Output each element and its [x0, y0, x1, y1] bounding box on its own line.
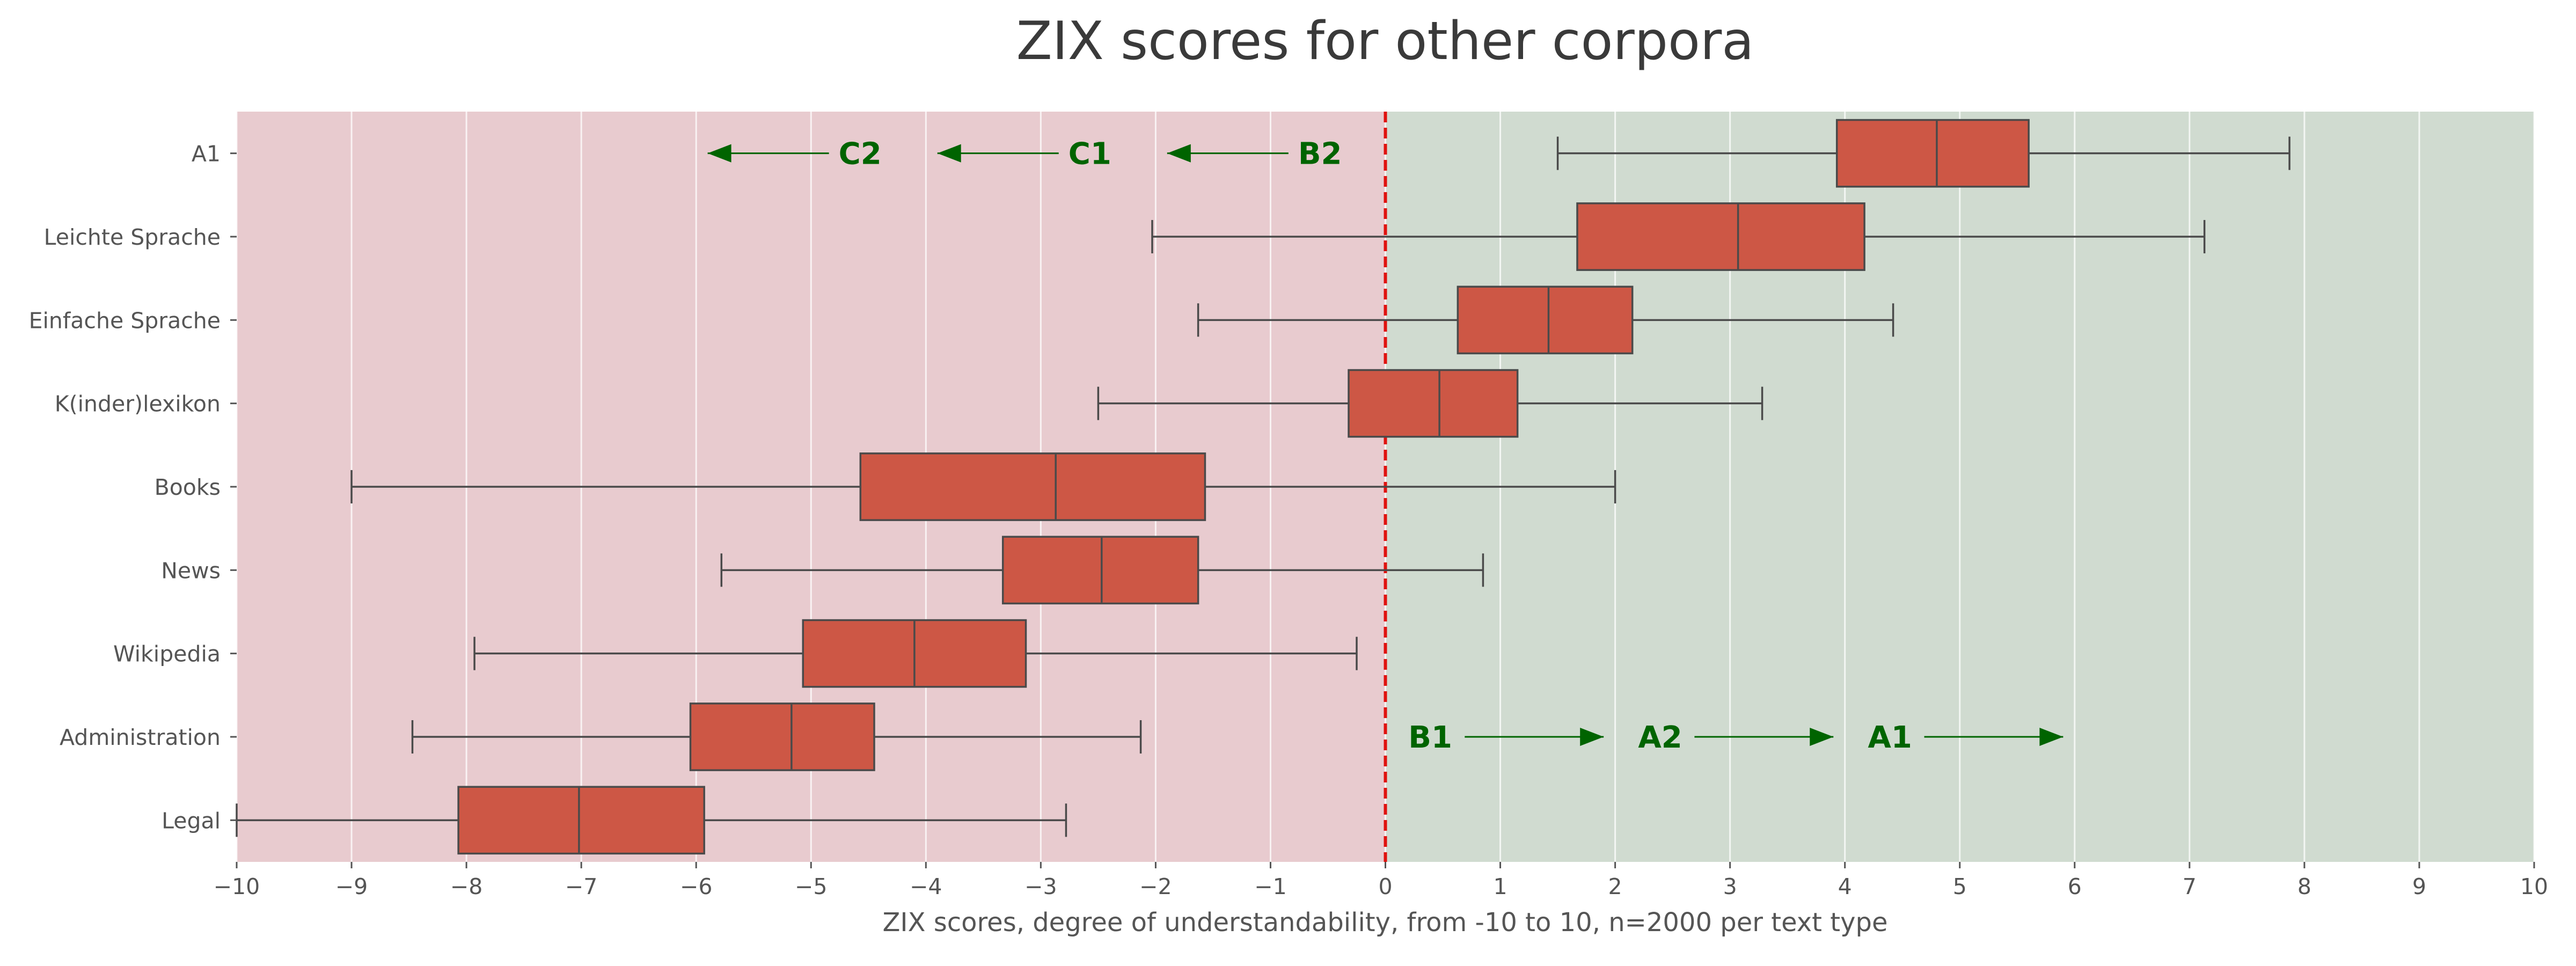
annotation-arrowhead: [1580, 728, 1604, 746]
iqr-box: [1457, 286, 1634, 355]
y-tick-label: K(inder)lexikon: [55, 391, 221, 417]
y-tick-label: A1: [192, 141, 221, 167]
x-axis-ticks: −10 −9 −8 −7 −6 −5 −4 −3 −2 −1 0 1 2 3 4 5 6 7 8 9 10: [214, 862, 2548, 899]
iqr-box: [859, 452, 1206, 521]
iqr-box: [1001, 536, 1199, 605]
iqr-box: [1576, 202, 1865, 271]
iqr-box: [457, 786, 705, 855]
x-tick-label: 5: [1953, 874, 1967, 899]
annotation-b2: B2: [1167, 137, 1342, 172]
y-axis-ticks: A1 Leichte Sprache Einfache Sprache K(inder…: [29, 141, 237, 833]
x-tick-label: −6: [680, 874, 712, 899]
box-legal: [236, 786, 1067, 855]
x-tick-label: −3: [1024, 874, 1057, 899]
x-tick-label: −5: [795, 874, 827, 899]
box-einfache-sprache: [1197, 286, 1894, 355]
x-tick-label: 4: [1838, 874, 1852, 899]
x-tick-label: −1: [1254, 874, 1286, 899]
annotation-label: B2: [1298, 137, 1342, 172]
x-tick-label: 6: [2068, 874, 2082, 899]
x-tick-label: 1: [1494, 874, 1507, 899]
annotation-b1: B1: [1408, 720, 1604, 755]
annotation-label: B1: [1408, 720, 1452, 755]
y-tick-label: News: [161, 558, 221, 583]
x-tick-label: 8: [2297, 874, 2311, 899]
box-wikipedia: [473, 619, 1358, 688]
x-axis-label: ZIX scores, degree of understandability,…: [883, 908, 1888, 938]
box-a1: [1556, 119, 2290, 188]
y-tick-label: Wikipedia: [113, 641, 221, 667]
annotation-label: C2: [839, 137, 882, 172]
x-tick-label: 10: [2520, 874, 2548, 899]
annotation-arrowhead: [1810, 728, 1834, 746]
annotation-c1: C1: [937, 137, 1111, 172]
x-tick-label: 0: [1378, 874, 1392, 899]
boxes: [236, 119, 2290, 855]
box-administration: [411, 702, 1142, 771]
annotation-label: C1: [1069, 137, 1111, 172]
x-tick-label: 9: [2412, 874, 2426, 899]
x-tick-label: −9: [335, 874, 368, 899]
chart-title: ZIX scores for other corpora: [1016, 11, 1754, 72]
iqr-box: [689, 702, 875, 771]
iqr-box: [1348, 369, 1519, 438]
iqr-box: [1835, 119, 2030, 188]
x-tick-label: −4: [910, 874, 942, 899]
annotation-arrowhead: [707, 144, 731, 163]
box-news: [720, 536, 1484, 605]
annotation-label: A1: [1868, 720, 1912, 755]
y-tick-label: Administration: [60, 724, 221, 750]
x-tick-label: 3: [1723, 874, 1737, 899]
annotation-arrowhead: [1167, 144, 1191, 163]
y-tick-label: Leichte Sprache: [44, 224, 221, 250]
x-tick-label: −7: [565, 874, 597, 899]
annotation-a1: A1: [1868, 720, 2063, 755]
annotation-a2: A2: [1638, 720, 1834, 755]
x-tick-label: −2: [1139, 874, 1172, 899]
box-leichte-sprache: [1151, 202, 2206, 271]
box-books: [350, 452, 1616, 521]
annotation-c2: C2: [707, 137, 882, 172]
annotation-label: A2: [1638, 720, 1682, 755]
box-k-inder-lexikon: [1097, 369, 1763, 438]
x-tick-label: −8: [450, 874, 482, 899]
level-annotations: C2 C1 B2 B1 A2 A1: [707, 137, 2063, 755]
y-tick-label: Books: [155, 474, 221, 500]
x-tick-label: −10: [214, 874, 260, 899]
x-tick-label: 2: [1608, 874, 1622, 899]
y-tick-label: Legal: [162, 808, 221, 833]
annotation-arrowhead: [2039, 728, 2063, 746]
annotation-arrowhead: [937, 144, 961, 163]
y-tick-label: Einfache Sprache: [29, 308, 221, 333]
x-tick-label: 7: [2183, 874, 2197, 899]
